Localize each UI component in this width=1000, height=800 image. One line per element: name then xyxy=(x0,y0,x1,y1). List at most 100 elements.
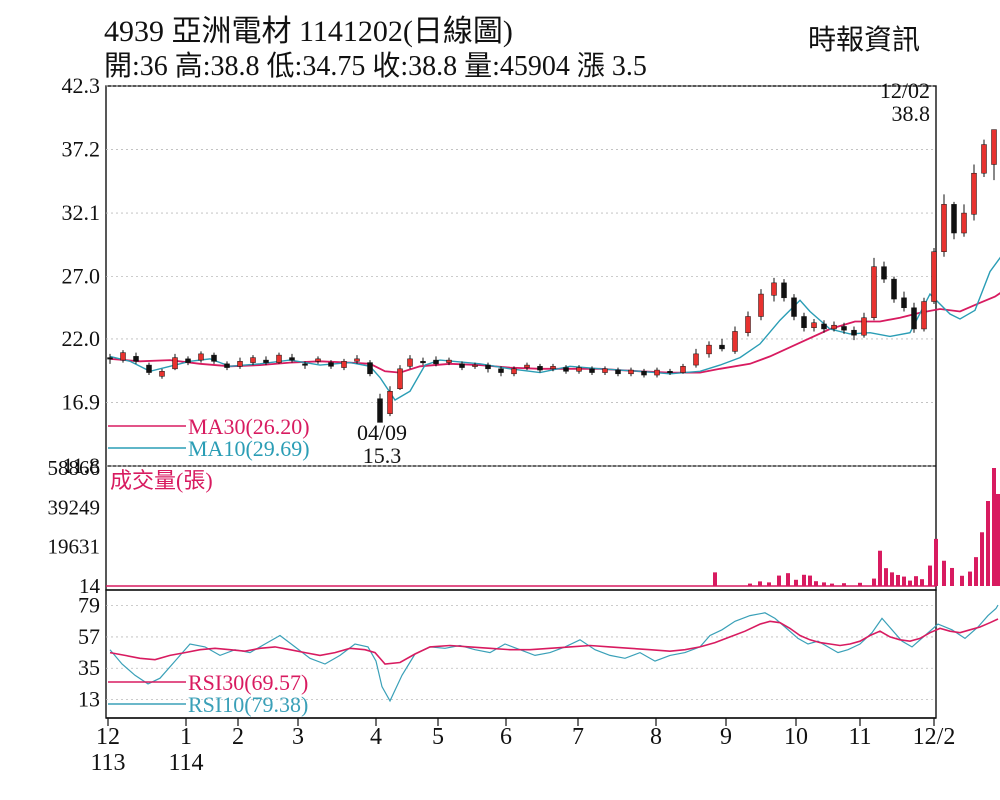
candle-body xyxy=(367,362,373,375)
candle-body xyxy=(961,212,967,234)
candle-body xyxy=(224,363,230,368)
candle-body xyxy=(654,369,660,376)
candle-body xyxy=(745,316,751,333)
candle-body xyxy=(781,282,787,299)
volume-bar xyxy=(802,574,806,586)
volume-bar xyxy=(777,575,781,586)
chart-title: 4939 亞洲電材 1141202(日線圖) xyxy=(104,15,513,48)
candle-body xyxy=(563,367,569,372)
volume-ytick: 58866 xyxy=(48,456,101,480)
candle-body xyxy=(971,172,977,215)
rsi-ytick: 57 xyxy=(78,624,100,649)
x-tick-label: 12 xyxy=(96,724,120,750)
x-tick-label: 6 xyxy=(500,724,512,750)
candle-body xyxy=(377,398,383,423)
volume-bar xyxy=(872,578,876,586)
candle-body xyxy=(172,357,178,370)
candle-body xyxy=(407,358,413,367)
x-tick-label: 3 xyxy=(292,724,304,750)
candle-body xyxy=(981,144,987,174)
candle-body xyxy=(911,307,917,330)
candle-body xyxy=(941,204,947,252)
volume-bar xyxy=(920,579,924,586)
candle-body xyxy=(991,129,997,165)
candle-body xyxy=(185,358,191,363)
candle-body xyxy=(328,362,334,367)
x-tick-label: 7 xyxy=(572,724,584,750)
volume-bar xyxy=(794,579,798,586)
candle-body xyxy=(801,316,807,328)
candle-body xyxy=(237,361,243,367)
volume-bar xyxy=(713,572,717,586)
candle-body xyxy=(433,359,439,365)
candle-body xyxy=(524,364,530,368)
volume-bar xyxy=(950,567,954,586)
x-tick-label: 1 xyxy=(180,724,192,750)
candle-body xyxy=(498,368,504,373)
volume-bar xyxy=(890,572,894,586)
candle-body xyxy=(211,354,217,362)
candle-body xyxy=(693,353,699,366)
candle-body xyxy=(146,364,152,373)
candle-body xyxy=(537,366,543,371)
volume-bar xyxy=(748,583,752,586)
rsi-ytick: 13 xyxy=(78,687,100,712)
rsi-ytick: 35 xyxy=(78,655,100,680)
candle-body xyxy=(891,278,897,300)
candle-body xyxy=(446,359,452,363)
candle-body xyxy=(811,322,817,328)
price-ytick: 37.2 xyxy=(62,137,101,162)
x-tick-label: 12/2 xyxy=(913,724,956,750)
candle-body xyxy=(758,293,764,317)
candle-body xyxy=(602,368,608,373)
volume-bar xyxy=(968,571,972,586)
candle-body xyxy=(706,344,712,355)
annotation-date: 12/02 xyxy=(880,78,930,103)
candle-body xyxy=(485,364,491,370)
annotation-low-value: 15.3 xyxy=(363,443,402,468)
volume-bar xyxy=(960,575,964,586)
candle-body xyxy=(250,357,256,363)
candle-body xyxy=(576,367,582,372)
volume-bar xyxy=(896,574,900,586)
candle-body xyxy=(120,352,126,361)
legend-label: MA30(26.20) xyxy=(188,414,310,439)
candle-body xyxy=(931,251,937,302)
candle-body xyxy=(550,366,556,370)
price-ytick: 27.0 xyxy=(62,264,101,289)
candle-body xyxy=(861,317,867,336)
volume-bar xyxy=(830,583,834,586)
x-tick-label: 9 xyxy=(720,724,732,750)
candle-body xyxy=(276,354,282,363)
volume-bar xyxy=(758,581,762,586)
candle-body xyxy=(459,363,465,368)
x-tick-label: 11 xyxy=(848,724,871,750)
volume-title: 成交量(張) xyxy=(110,468,213,493)
volume-bar xyxy=(992,468,996,586)
candle-body xyxy=(628,369,634,375)
candle-body xyxy=(133,356,139,362)
candle-body xyxy=(159,371,165,377)
x-tick-sublabel: 114 xyxy=(168,750,203,776)
volume-bar xyxy=(928,565,932,586)
x-tick-sublabel: 113 xyxy=(90,750,125,776)
price-ytick: 16.9 xyxy=(62,389,101,414)
candle-body xyxy=(680,366,686,373)
annotation-value: 38.8 xyxy=(892,101,931,126)
volume-bar xyxy=(884,568,888,586)
candle-body xyxy=(315,358,321,362)
candle-body xyxy=(732,331,738,352)
price-ytick: 11.8 xyxy=(62,453,100,478)
candle-body xyxy=(354,358,360,362)
candle-body xyxy=(511,368,517,375)
x-tick-label: 8 xyxy=(650,724,662,750)
volume-bar xyxy=(842,583,846,586)
candle-body xyxy=(771,282,777,296)
candle-body xyxy=(851,329,857,336)
rsi-ytick: 79 xyxy=(78,593,100,618)
candle-body xyxy=(951,204,957,234)
volume-bar xyxy=(914,576,918,586)
candle-body xyxy=(289,357,295,361)
volume-bar xyxy=(858,582,862,586)
